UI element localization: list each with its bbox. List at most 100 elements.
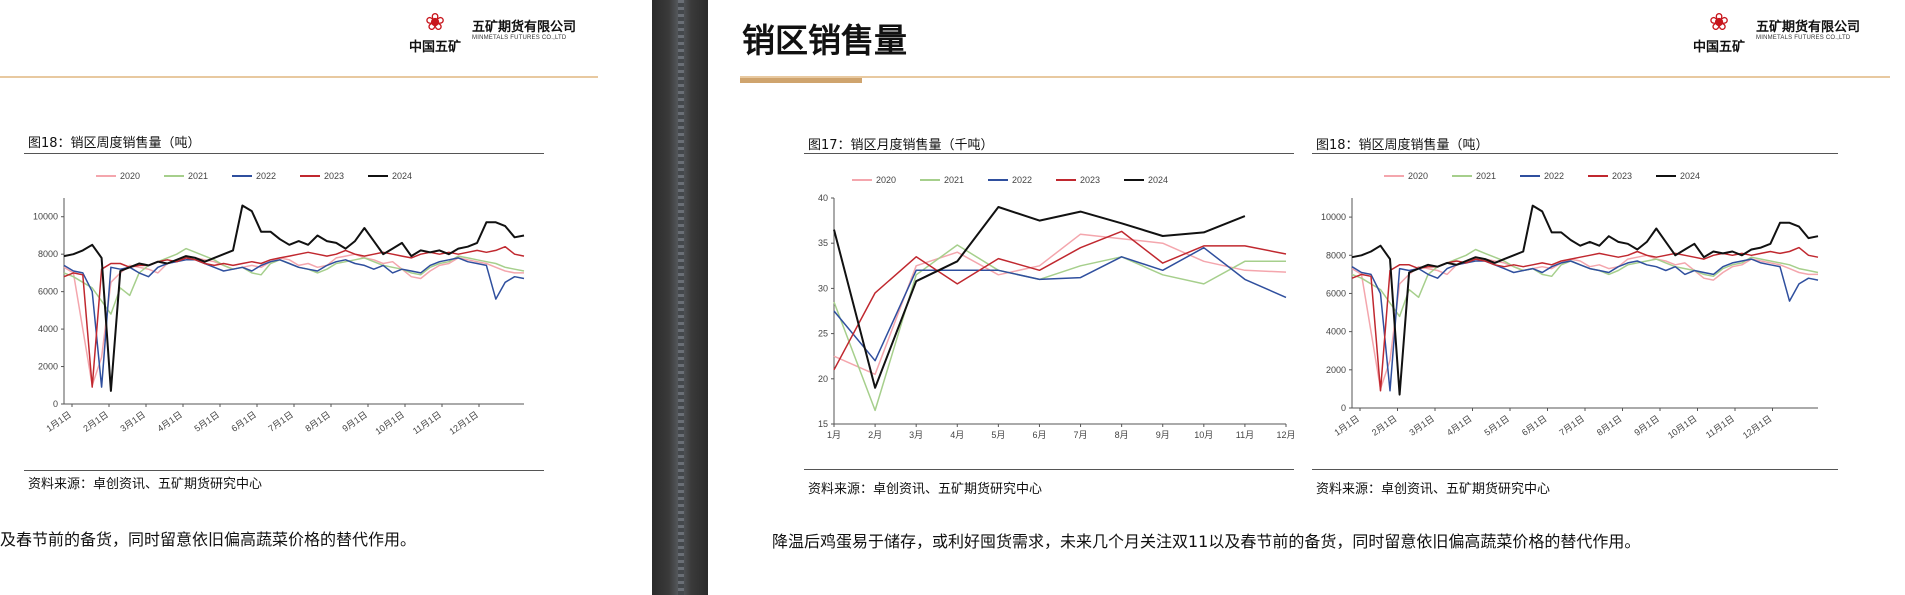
y-tick-label: 4000	[38, 324, 58, 334]
legend-label-2021: 2021	[944, 175, 964, 185]
y-tick-label: 6000	[38, 287, 58, 297]
series-line-2023	[63, 245, 525, 388]
legend-label-2020: 2020	[1408, 171, 1428, 181]
series-line-2023	[1351, 246, 1819, 392]
x-tick-label: 8月1日	[303, 409, 332, 433]
y-tick-label: 20	[818, 374, 828, 384]
x-tick-label: 7月1日	[1557, 413, 1586, 437]
series-line-2022	[1351, 258, 1819, 392]
y-tick-label: 2000	[38, 362, 58, 372]
series-line-2020	[1351, 254, 1818, 390]
body-paragraph: 降温后鸡蛋易于储存，或利好囤货需求，未来几个月关注双11以及春节前的备货，同时留…	[772, 532, 1641, 551]
x-tick-label: 12月1日	[447, 409, 480, 436]
figure18-source: 资料来源：卓创资讯、五矿期货研究中心	[1316, 482, 1551, 497]
x-tick-label: 12月	[1276, 430, 1295, 440]
figure17-top-rule	[804, 153, 1294, 154]
brand-name-en: MINMETALS FUTURES CO.,LTD	[472, 35, 567, 41]
legend-label-2022: 2022	[256, 171, 276, 181]
weekly-sales-chart: 2020 2021 2022 2023 2024 0 2000 4000 6000 8000 100…	[33, 171, 525, 437]
x-tick-label: 5月1日	[1482, 413, 1511, 437]
figure-title: 图18：销区周度销售量（吨）	[28, 136, 201, 151]
series-line-2022	[833, 246, 1287, 362]
y-tick-label: 10000	[1321, 212, 1346, 222]
legend-label-2021: 2021	[188, 171, 208, 181]
legend-label-2023: 2023	[1612, 171, 1632, 181]
x-tick-label: 9月1日	[1632, 413, 1661, 437]
x-tick-label: 6月1日	[229, 409, 258, 433]
x-tick-label: 1月	[827, 430, 841, 440]
y-tick-label: 35	[818, 238, 828, 248]
y-tick-label: 10000	[33, 212, 58, 222]
x-tick-label: 7月	[1074, 430, 1088, 440]
y-tick-label: 40	[818, 193, 828, 203]
x-tick-label: 7月1日	[266, 409, 295, 433]
series-line-2020	[833, 233, 1287, 376]
x-tick-label: 8月	[1115, 430, 1129, 440]
x-tick-label: 11月	[1236, 430, 1254, 440]
x-tick-label: 1月1日	[44, 409, 73, 433]
brand-name-en: MINMETALS FUTURES CO.,LTD	[1756, 35, 1851, 41]
minmetals-logo-icon: ❀	[1708, 9, 1730, 36]
x-tick-label: 3月1日	[1407, 413, 1436, 437]
page-gap-scrollbar[interactable]	[652, 0, 708, 595]
series-line-2024	[833, 206, 1246, 389]
y-tick-label: 0	[1341, 403, 1346, 413]
figure18-top-rule	[1312, 153, 1838, 154]
figure-top-rule	[24, 153, 544, 154]
x-tick-label: 8月1日	[1595, 413, 1624, 437]
x-tick-label: 10月1日	[373, 409, 406, 436]
x-tick-label: 4月	[950, 430, 964, 440]
brand-logo: ❀ 中国五矿 五矿期货有限公司 MINMETALS FUTURES CO.,LT…	[409, 9, 577, 56]
header-divider	[740, 76, 1890, 78]
y-tick-label: 25	[818, 329, 828, 339]
figure17-bottom-rule	[804, 469, 1294, 470]
legend-label-2022: 2022	[1544, 171, 1564, 181]
left-page: ❀ 中国五矿 五矿期货有限公司 MINMETALS FUTURES CO.,LT…	[0, 0, 652, 595]
x-tick-label: 4月1日	[155, 409, 184, 433]
x-tick-label: 6月	[1032, 430, 1046, 440]
x-tick-label: 3月	[909, 430, 923, 440]
y-tick-label: 8000	[1326, 250, 1346, 260]
weekly-sales-chart: 2020 2021 2022 2023 2024 0 2000 4000 6000 8000 100…	[1321, 171, 1819, 441]
page-gap-stripe	[678, 0, 684, 595]
x-tick-label: 2月1日	[81, 409, 110, 433]
brand-group-cn: 中国五矿	[409, 40, 462, 55]
legend-label-2024: 2024	[1148, 175, 1168, 185]
series-line-2022	[63, 257, 525, 388]
brand-name: 五矿期货有限公司	[1756, 20, 1861, 35]
x-tick-label: 10月1日	[1666, 413, 1699, 440]
legend-label-2023: 2023	[1080, 175, 1100, 185]
y-tick-label: 4000	[1326, 327, 1346, 337]
x-tick-label: 4月1日	[1445, 413, 1474, 437]
legend-label-2020: 2020	[876, 175, 896, 185]
legend-label-2021: 2021	[1476, 171, 1496, 181]
y-tick-label: 30	[818, 283, 828, 293]
series-line-2023	[833, 230, 1287, 371]
legend-label-2024: 2024	[1680, 171, 1700, 181]
figure18-title: 图18：销区周度销售量（吨）	[1316, 138, 1489, 153]
page-title: 销区销售量	[742, 21, 907, 60]
y-tick-label: 15	[818, 419, 828, 429]
x-tick-label: 2月	[868, 430, 882, 440]
series-line-2020	[63, 253, 524, 387]
minmetals-logo-icon: ❀	[424, 9, 446, 36]
legend-label-2023: 2023	[324, 171, 344, 181]
figure17-source: 资料来源：卓创资讯、五矿期货研究中心	[808, 482, 1043, 497]
x-tick-label: 3月1日	[118, 409, 147, 433]
body-paragraph: 及春节前的备货，同时留意依旧偏高蔬菜价格的替代作用。	[0, 530, 417, 549]
x-tick-label: 5月1日	[192, 409, 221, 433]
legend-label-2024: 2024	[392, 171, 412, 181]
monthly-sales-chart: 2020 2021 2022 2023 2024 15 20 25 30 35 40 1月 2月 3月 4月…	[818, 175, 1296, 440]
brand-name: 五矿期货有限公司	[472, 20, 577, 35]
series-line-2024	[63, 204, 525, 392]
x-tick-label: 10月	[1194, 430, 1213, 440]
brand-group-cn: 中国五矿	[1693, 40, 1746, 55]
x-tick-label: 6月1日	[1520, 413, 1549, 437]
figure18-bottom-rule	[1312, 469, 1838, 470]
x-tick-label: 2月1日	[1370, 413, 1399, 437]
x-tick-label: 9月	[1156, 430, 1170, 440]
right-page: 销区销售量 ❀ 中国五矿 五矿期货有限公司 MINMETALS FUTURES …	[708, 0, 1905, 595]
figure-bottom-rule	[24, 470, 544, 471]
x-tick-label: 9月1日	[340, 409, 369, 433]
figure17-title: 图17：销区月度销售量（千吨）	[808, 138, 994, 153]
